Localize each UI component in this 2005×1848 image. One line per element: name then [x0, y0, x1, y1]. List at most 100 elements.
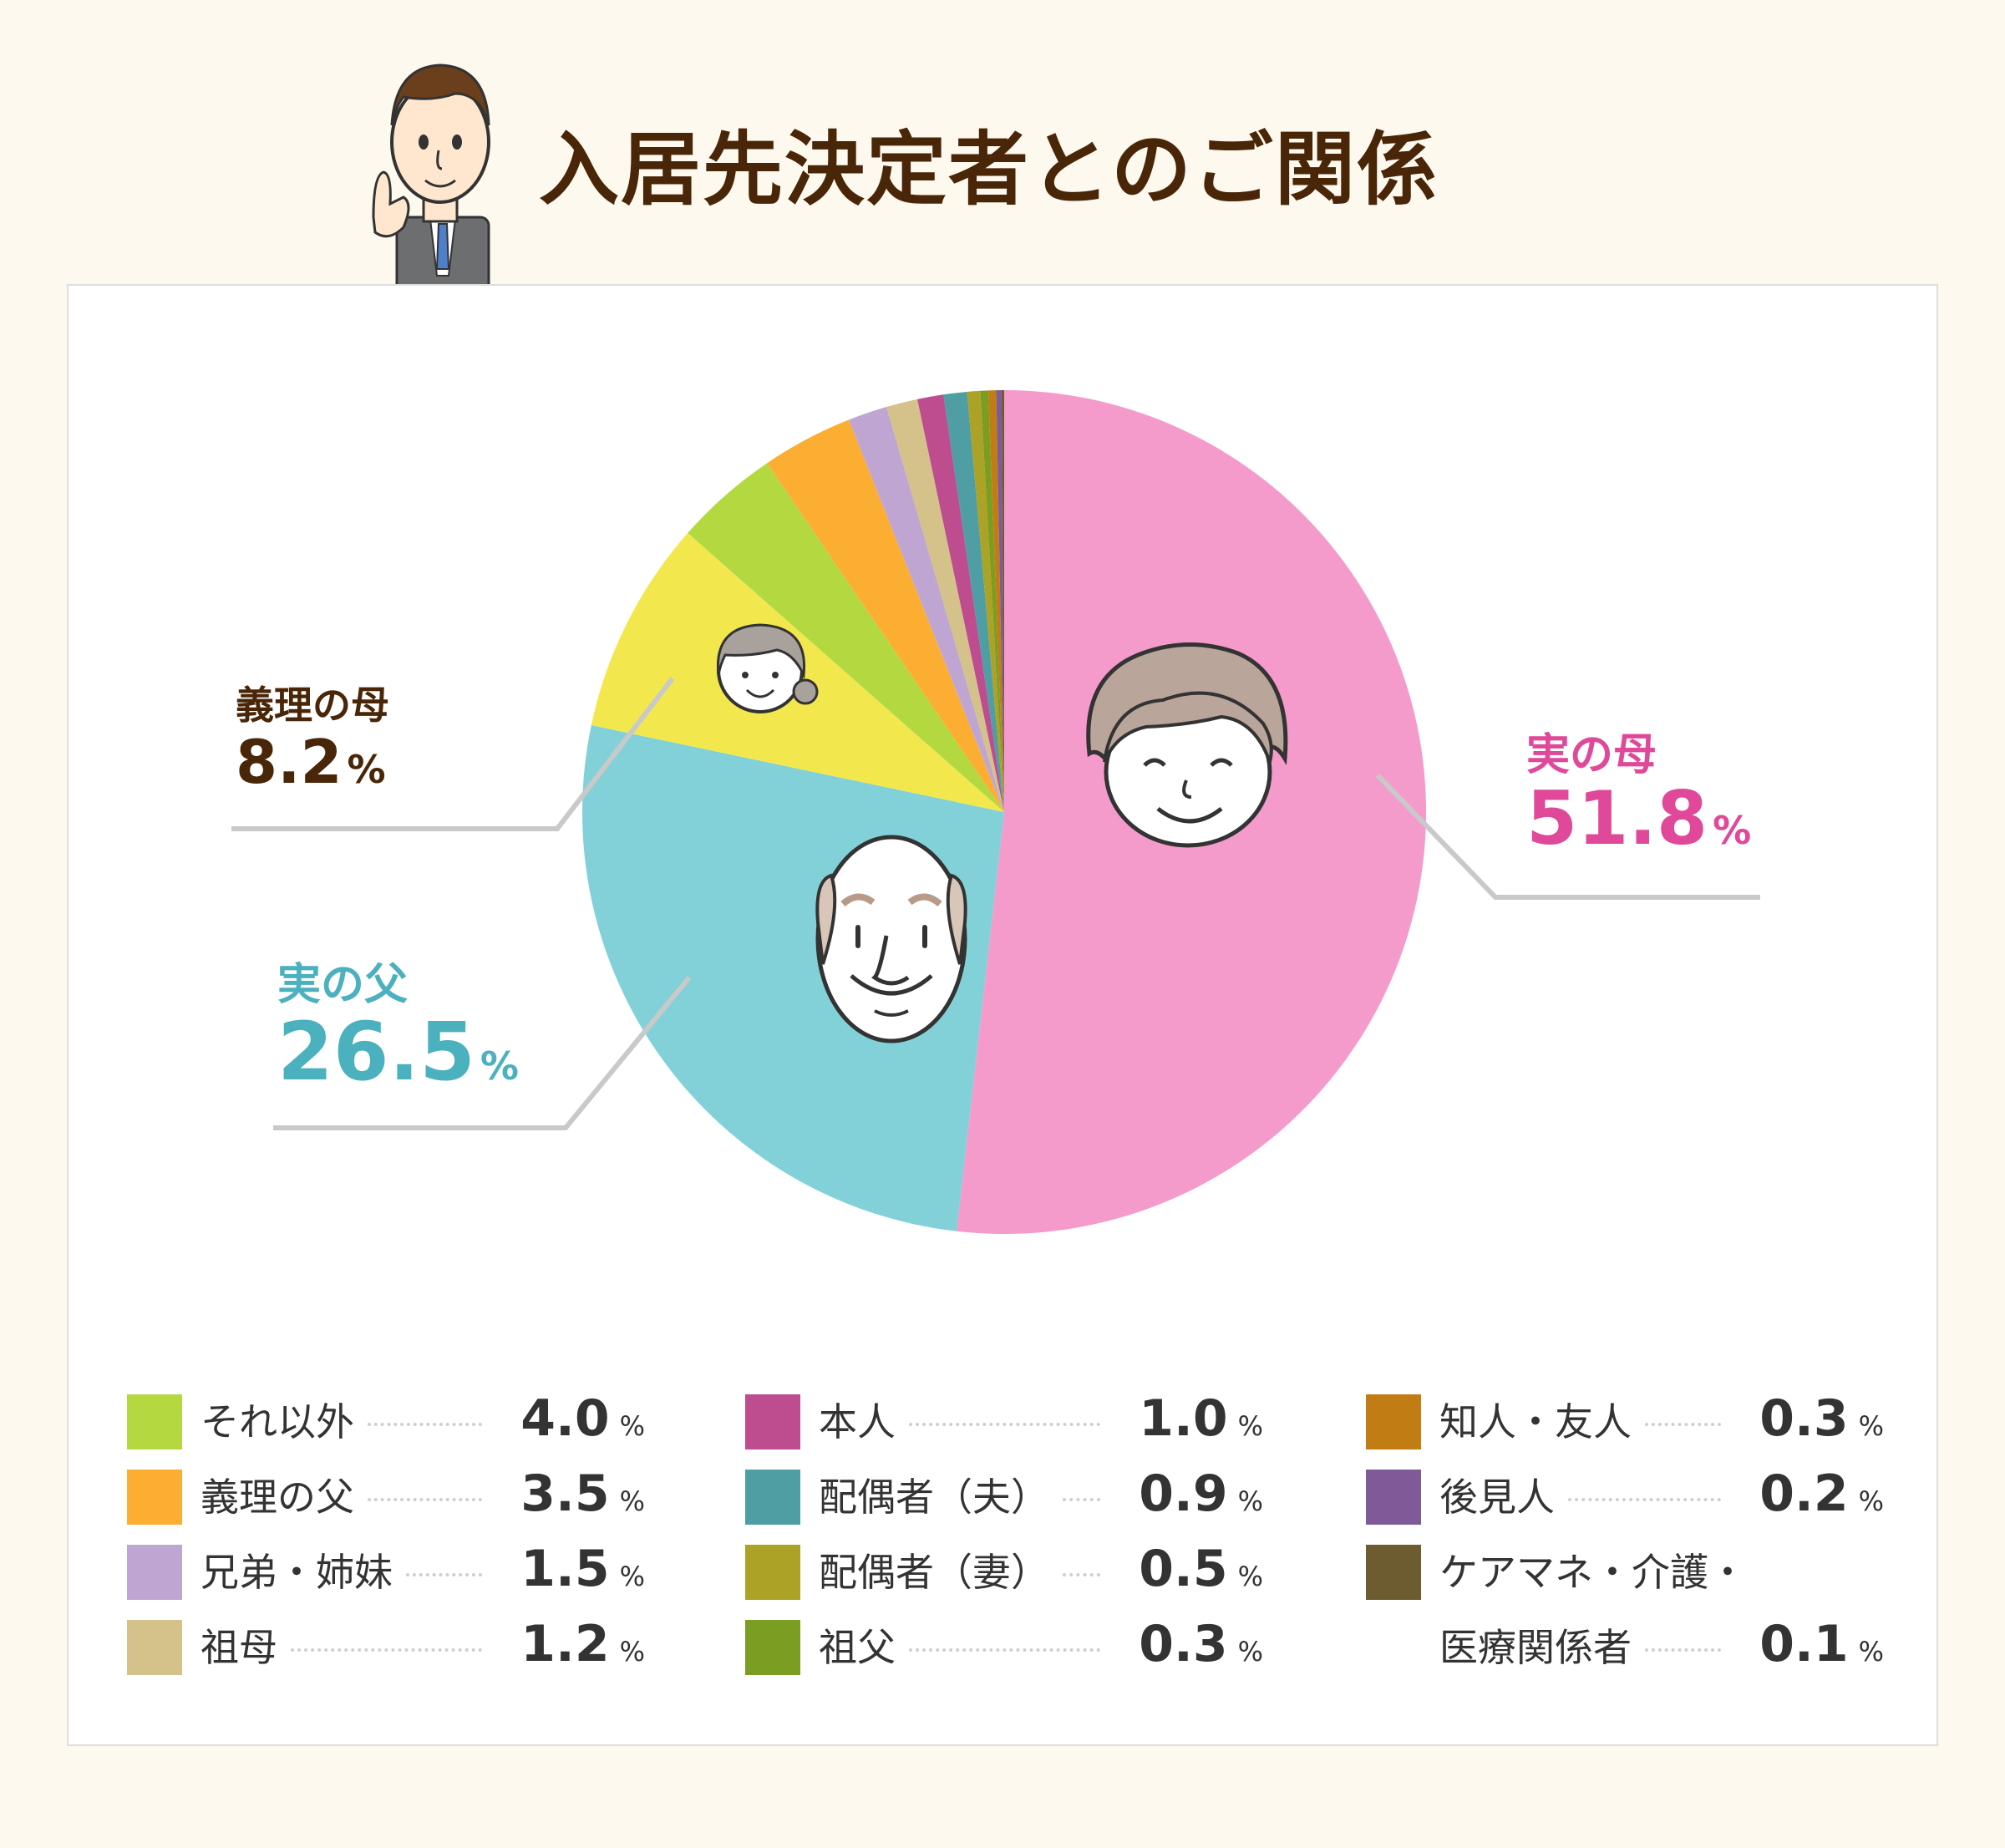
legend-value-unit: % [619, 1410, 645, 1442]
legend-value: 1.2% [520, 1615, 645, 1673]
legend-item: 祖母 1.2% [127, 1610, 645, 1685]
legend-value-number: 1.0 [1139, 1389, 1228, 1448]
legend-value-unit: % [1858, 1485, 1884, 1517]
pie-slice-4 [688, 463, 1004, 812]
legend-swatch [1366, 1470, 1421, 1525]
legend-value: 0.2% [1759, 1465, 1884, 1523]
legend-value-unit: % [1237, 1636, 1263, 1668]
pie-slice-7 [886, 399, 1004, 812]
pie-slices [582, 390, 1427, 1234]
legend-value-number: 4.0 [520, 1389, 610, 1448]
legend-value: 0.1% [1759, 1615, 1884, 1673]
leader-line-father [273, 976, 692, 1130]
pie-slice-5 [767, 419, 1004, 812]
callout-leader-lines [231, 677, 1760, 1130]
callout-inlaw-mother-unit: % [347, 747, 386, 792]
legend-swatch [745, 1394, 800, 1449]
legend-value-number: 0.2 [1759, 1465, 1849, 1523]
legend-leader-dots [368, 1423, 482, 1426]
page-title: 入居先決定者とのご関係 [539, 123, 1439, 216]
legend-value-unit: % [1858, 1636, 1884, 1668]
legend-value: 4.0% [520, 1389, 645, 1448]
legend-column-2: 本人 1.0% 配偶者（夫） 0.9% 配偶者（妻） 0.5% 祖父 0.3% [745, 1384, 1263, 1685]
legend-value-unit: % [619, 1636, 645, 1668]
leader-line-mother [1375, 773, 1760, 900]
legend-label: 祖母 [200, 1625, 277, 1670]
legend-leader-dots [1568, 1498, 1721, 1501]
legend-item: ケアマネ・介護・ 医療関係者 0.1% [1366, 1535, 1884, 1685]
legend-label: 兄弟・姉妹 [200, 1550, 393, 1595]
legend-value: 1.5% [520, 1540, 645, 1598]
legend-label: 配偶者（妻） [819, 1550, 1049, 1595]
legend-leader-dots [368, 1498, 482, 1501]
legend-swatch [127, 1545, 182, 1600]
legend-item: 兄弟・姉妹 1.5% [127, 1535, 645, 1610]
legend-value: 0.9% [1139, 1465, 1263, 1523]
legend-label: 後見人 [1439, 1475, 1555, 1520]
callout-father-value: 26.5 [277, 1005, 475, 1099]
legend-item: 配偶者（夫） 0.9% [745, 1460, 1263, 1535]
legend-leader-dots [909, 1648, 1100, 1652]
legend-leader-dots [909, 1423, 1100, 1426]
businessman-pointing-icon [372, 63, 490, 292]
legend-column-3: 知人・友人 0.3% 後見人 0.2% ケアマネ・介護・ 医療関係者 0.1% [1366, 1384, 1884, 1685]
legend-swatch [1366, 1394, 1421, 1449]
legend-label: 配偶者（夫） [819, 1475, 1049, 1520]
pie-slice-11 [980, 390, 1004, 812]
legend-label: ケアマネ・介護・ 医療関係者 [1439, 1550, 1747, 1670]
elderly-woman-face-icon [1086, 642, 1288, 848]
legend-swatch [745, 1545, 800, 1600]
legend-label: 義理の父 [200, 1475, 354, 1520]
legend-swatch [127, 1394, 182, 1449]
callout-father: 実の父 26.5% [277, 958, 519, 1092]
leader-line-inlaw-mother [231, 677, 675, 831]
grandmother-face-icon [716, 623, 819, 713]
legend-value-unit: % [1237, 1485, 1263, 1517]
legend-value-number: 0.1 [1759, 1615, 1849, 1673]
legend-leader-dots [1645, 1423, 1721, 1426]
chart-panel: 実の母 51.8% 実の父 26.5% 義理の母 8.2% それ以外 4.0% 義理… [67, 284, 1938, 1746]
callout-mother-value: 51.8 [1526, 775, 1708, 861]
legend-value: 0.3% [1139, 1615, 1263, 1673]
legend-value-unit: % [1237, 1561, 1263, 1592]
legend-leader-dots [1063, 1573, 1100, 1576]
legend-value-number: 0.3 [1759, 1389, 1849, 1448]
callout-mother-unit: % [1713, 808, 1752, 853]
legend-item: 祖父 0.3% [745, 1610, 1263, 1685]
legend-value-number: 3.5 [520, 1465, 610, 1523]
legend-leader-dots [1645, 1648, 1721, 1652]
legend-leader-dots [406, 1573, 482, 1576]
legend-item: 本人 1.0% [745, 1384, 1263, 1460]
legend-value-number: 0.3 [1139, 1615, 1228, 1673]
legend-value: 1.0% [1139, 1389, 1263, 1448]
pie-slice-8 [917, 394, 1004, 812]
legend-item: 配偶者（妻） 0.5% [745, 1535, 1263, 1610]
legend-item: 義理の父 3.5% [127, 1460, 645, 1535]
legend-swatch [127, 1470, 182, 1525]
callout-mother: 実の母 51.8% [1526, 729, 1751, 855]
legend-item: それ以外 4.0% [127, 1384, 645, 1460]
legend-item: 後見人 0.2% [1366, 1460, 1884, 1535]
pie-slice-12 [987, 390, 1004, 812]
pie-slice-9 [943, 391, 1004, 812]
legend-item: 知人・友人 0.3% [1366, 1384, 1884, 1460]
callout-father-label: 実の父 [277, 960, 409, 1010]
legend-value-unit: % [619, 1561, 645, 1592]
pie-chart [231, 390, 1760, 1234]
legend-leader-dots [291, 1648, 482, 1652]
legend-value-number: 1.2 [520, 1615, 610, 1673]
legend-column-1: それ以外 4.0% 義理の父 3.5% 兄弟・姉妹 1.5% 祖母 1.2% [127, 1384, 645, 1685]
pie-slice-10 [967, 390, 1004, 812]
legend-value-unit: % [1237, 1410, 1263, 1442]
pie-slice-14 [1001, 390, 1004, 812]
legend-value: 0.5% [1139, 1540, 1263, 1598]
legend-value-number: 1.5 [520, 1540, 610, 1598]
legend-swatch [745, 1470, 800, 1525]
legend-label: 祖父 [819, 1625, 896, 1670]
legend-value: 0.3% [1759, 1389, 1884, 1448]
legend-label: 本人 [819, 1399, 896, 1444]
legend-swatch [1366, 1545, 1421, 1600]
callout-father-unit: % [480, 1043, 519, 1089]
title-row: 入居先決定者とのご関係 [0, 17, 2005, 292]
callout-mother-label: 実の母 [1526, 730, 1657, 780]
